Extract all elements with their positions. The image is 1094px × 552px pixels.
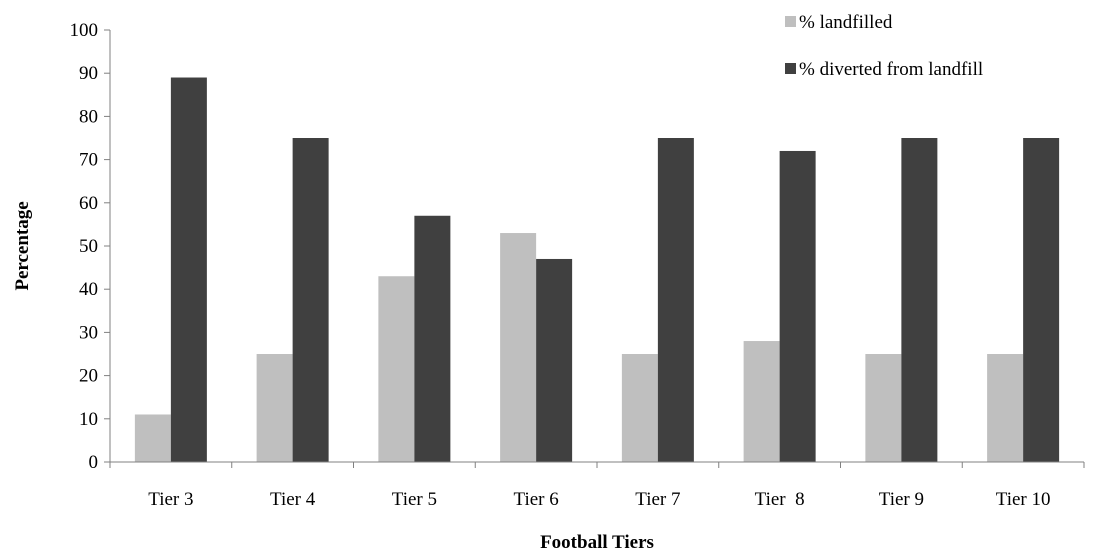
x-tick-label: Tier 6: [514, 489, 559, 510]
bar-landfilled: [256, 354, 293, 462]
bar-landfilled: [500, 233, 537, 462]
bar-diverted: [536, 258, 573, 462]
y-axis-title: Percentage: [12, 201, 33, 290]
bar-landfilled: [865, 354, 902, 462]
x-tick-label: Tier 3: [148, 489, 193, 510]
bar-diverted: [657, 138, 694, 462]
bars-layer: [134, 77, 1060, 463]
x-tick-label: Tier 4: [270, 489, 316, 510]
bar-diverted: [170, 77, 207, 463]
bar-diverted: [779, 150, 816, 462]
bar-landfilled: [987, 354, 1024, 462]
y-tick-label: 10: [79, 409, 98, 430]
bar-diverted: [292, 138, 329, 462]
x-tick-label: Tier 5: [392, 489, 437, 510]
bar-diverted: [1023, 138, 1060, 462]
x-axis-ticks: Tier 3 Tier 4 Tier 5 Tier 6 Tier 7 Tier 8 Tier…: [109, 462, 1085, 510]
y-tick-label: 50: [79, 236, 98, 257]
legend-label-landfilled: % landfilled: [799, 12, 893, 33]
y-tick-label: 30: [79, 322, 98, 343]
y-tick-label: 80: [79, 106, 98, 127]
y-tick-label: 90: [79, 63, 98, 84]
x-axis-title: Football Tiers: [540, 532, 654, 552]
y-tick-label: 100: [70, 20, 99, 41]
y-axis-ticks: 0 10 20 30 40 50 60 70 80 90 100: [70, 20, 110, 473]
bar-diverted: [901, 138, 938, 462]
bar-landfilled: [378, 276, 415, 462]
x-tick-label: Tier 7: [635, 489, 680, 510]
y-tick-label: 0: [89, 452, 99, 473]
x-tick-label: Tier 10: [996, 489, 1051, 510]
x-tick-label: Tier 9: [879, 489, 924, 510]
bar-landfilled: [743, 341, 780, 462]
legend-swatch-landfilled: [785, 16, 796, 27]
legend-label-diverted: % diverted from landfill: [799, 59, 983, 80]
y-tick-label: 60: [79, 193, 98, 214]
bar-landfilled: [134, 414, 171, 462]
y-tick-label: 40: [79, 279, 98, 300]
y-tick-label: 20: [79, 366, 98, 387]
legend: % landfilled % diverted from landfill: [785, 12, 983, 80]
y-tick-label: 70: [79, 150, 98, 171]
x-tick-label: Tier 8: [755, 489, 805, 510]
legend-swatch-diverted: [785, 63, 796, 74]
bar-landfilled: [621, 354, 658, 462]
bar-diverted: [414, 215, 451, 462]
